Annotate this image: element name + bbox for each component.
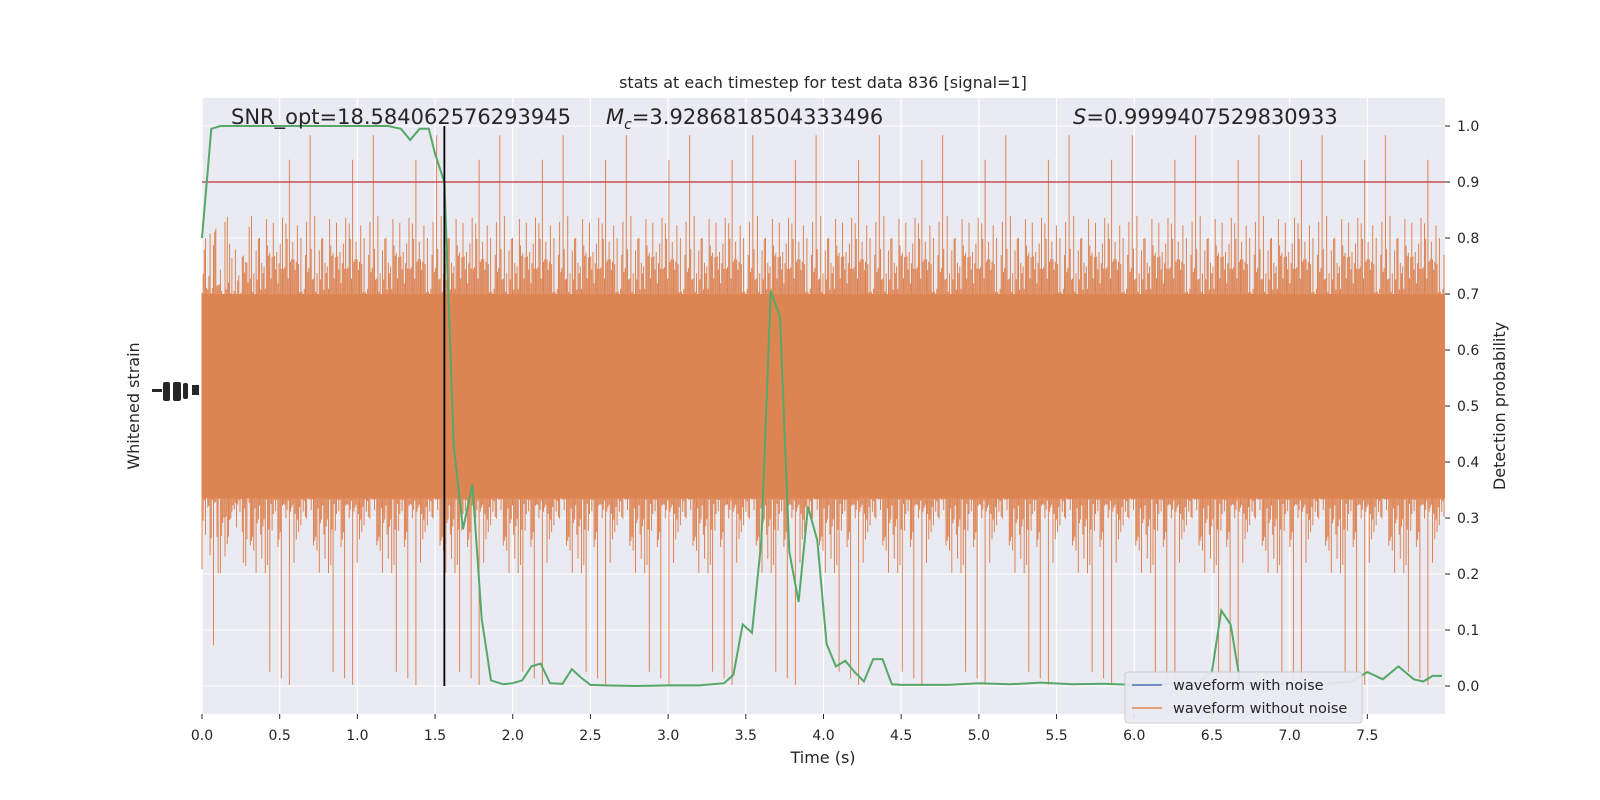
x-tick-label: 2.0 xyxy=(502,728,524,744)
x-tick-label: 4.5 xyxy=(890,728,912,744)
y-tick-label: 0.2 xyxy=(1457,567,1479,583)
snr-annotation: SNR_opt=18.584062576293945 xyxy=(231,105,571,130)
y-axis-label-left: Whitened strain xyxy=(124,342,143,469)
overlay-layer xyxy=(201,125,1445,688)
x-tick-label: 7.0 xyxy=(1278,728,1300,744)
y-axis-label-right: Detection probability xyxy=(1490,322,1509,490)
legend-box xyxy=(1124,671,1363,724)
x-tick-label: 6.5 xyxy=(1201,728,1223,744)
legend-label-without-noise: waveform without noise xyxy=(1173,701,1347,717)
x-tick-label: 3.0 xyxy=(657,728,679,744)
y-tick-label: 0.0 xyxy=(1457,679,1479,695)
chart-title: stats at each timestep for test data 836… xyxy=(619,73,1027,92)
x-tick-label: 5.5 xyxy=(1045,728,1067,744)
detection-probability-line xyxy=(201,125,1442,688)
legend: waveform with noise waveform without noi… xyxy=(1124,671,1363,724)
s-value: =0.9999407529830933 xyxy=(1086,105,1337,129)
axes-layer: 0.0 0.5 1.0 1.5 2.0 2.5 3.0 3.5 4.0 4.5 5.0 5.5 6.0 6… xyxy=(191,119,1479,744)
legend-label-with-noise: waveform with noise xyxy=(1173,678,1324,694)
x-tick-label: 1.0 xyxy=(346,728,368,744)
y-tick-label: 0.5 xyxy=(1457,399,1479,415)
waveform-without-noise-trace xyxy=(201,135,1445,685)
s-annotation: S=0.9999407529830933 xyxy=(1073,105,1338,129)
x-tick-label: 7.5 xyxy=(1356,728,1378,744)
y-tick-label: 0.6 xyxy=(1457,343,1479,359)
x-tick-label: 0.5 xyxy=(269,728,291,744)
y-tick-label: 0.9 xyxy=(1457,175,1479,191)
y-tick-label: 0.4 xyxy=(1457,455,1479,471)
x-tick-label: 2.5 xyxy=(579,728,601,744)
chirp-mass-subscript: c xyxy=(624,117,632,133)
x-tick-label: 1.5 xyxy=(424,728,446,744)
y-tick-label: 0.3 xyxy=(1457,511,1479,527)
x-tick-label: 3.5 xyxy=(735,728,757,744)
y-tick-label: 1.0 xyxy=(1457,119,1479,135)
x-axis-label: Time (s) xyxy=(789,748,855,767)
x-tick-label: 0.0 xyxy=(191,728,213,744)
chirp-mass-symbol: M xyxy=(606,105,624,129)
left-tick-cluster xyxy=(152,382,199,401)
chirp-mass-annotation: Mc=3.9286818504333496 xyxy=(606,105,883,133)
s-symbol: S xyxy=(1073,105,1086,129)
y-tick-label: 0.1 xyxy=(1457,623,1479,639)
y-tick-label: 0.8 xyxy=(1457,231,1479,247)
y-tick-label: 0.7 xyxy=(1457,287,1479,303)
x-tick-label: 6.0 xyxy=(1123,728,1145,744)
x-tick-label: 5.0 xyxy=(968,728,990,744)
waveform-without-noise-series xyxy=(201,135,1445,685)
chirp-mass-value: =3.9286818504333496 xyxy=(632,105,883,129)
x-tick-label: 4.0 xyxy=(812,728,834,744)
